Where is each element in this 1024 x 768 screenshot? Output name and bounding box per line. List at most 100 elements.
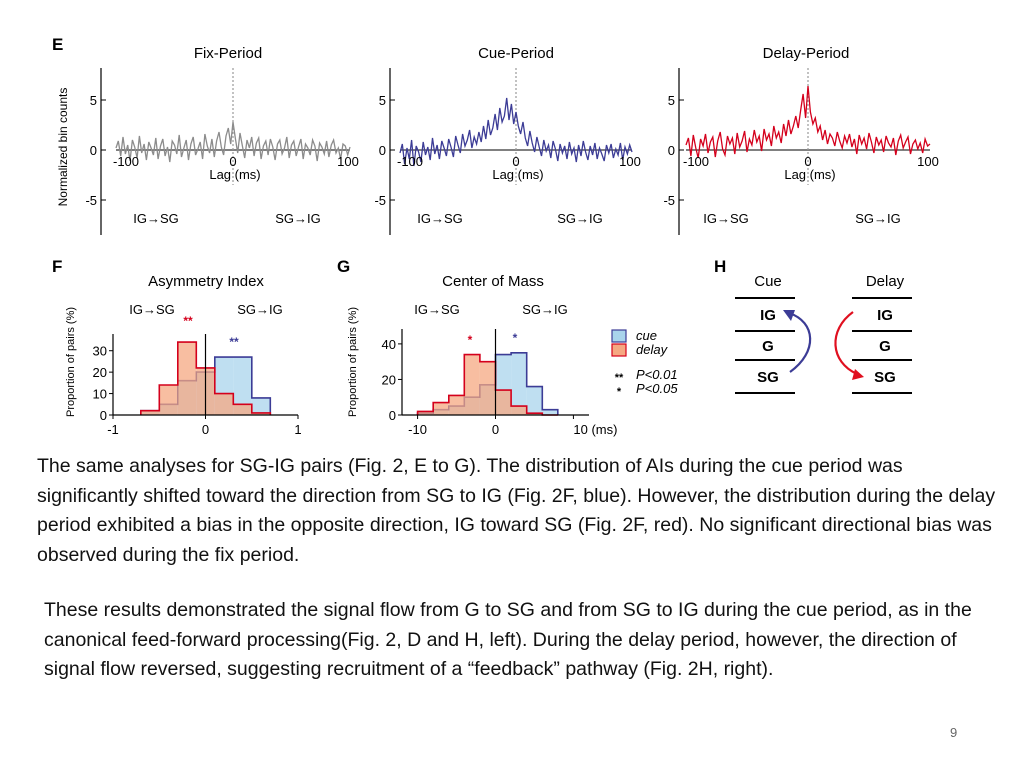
legend-p005-mark: * — [617, 386, 622, 398]
delay-period-series-line — [685, 85, 931, 159]
panel-f-dir-right: SG→IG — [237, 302, 283, 317]
center-of-mass-delay-bar — [526, 413, 543, 415]
panel-h-cue-sg: SG — [757, 369, 779, 386]
panel-h-delay-arrow — [834, 311, 858, 376]
center-of-mass-y-tick-label: 0 — [389, 408, 396, 423]
fix-period-y-tick-label: 5 — [90, 93, 97, 108]
center-of-mass-delay-bar — [495, 390, 512, 415]
asymmetry-index-delay-series — [140, 341, 272, 415]
asymmetry-index-y-tick-label: 0 — [100, 408, 107, 423]
delay-period-title: Delay-Period — [763, 45, 850, 62]
panel-h-delay-arrowhead — [852, 369, 864, 380]
asymmetry-index-delay-bar — [233, 404, 252, 415]
legend-cue-label: cue — [636, 328, 657, 343]
center-of-mass-cue-bar — [526, 386, 543, 415]
fix-period-direction-left: IG→SG — [133, 211, 179, 226]
asymmetry-index-y-tick-label: 30 — [93, 344, 107, 359]
cue-period-x-tick-label: -100 — [397, 154, 423, 169]
panel-f-ylabel: Proportion of pairs (%) — [65, 307, 77, 417]
fix-period-title: Fix-Period — [194, 45, 262, 62]
panel-g-sig-red: * — [468, 333, 473, 347]
asymmetry-index-x-tick-label: 1 — [294, 422, 301, 437]
asymmetry-index-delay-bar — [214, 393, 234, 415]
asymmetry-index-cue-bar — [251, 397, 271, 415]
asymmetry-index-x-tick-label: 0 — [202, 422, 209, 437]
panel-h-delay-ig: IG — [877, 307, 893, 324]
asymmetry-index-y-tick-label: 10 — [93, 387, 107, 402]
cue-period-title: Cue-Period — [478, 45, 554, 62]
fix-period-y-tick-label: -5 — [85, 193, 97, 208]
cue-period-x-label: Lag (ms) — [492, 167, 543, 182]
panel-f-sig-red: ** — [183, 314, 193, 328]
panel-h-delay-layer-lines — [852, 297, 912, 394]
panel-g-sig-blue: * — [513, 331, 518, 345]
fix-period-y-tick-label: 0 — [90, 143, 97, 158]
cue-period-direction-left: IG→SG — [417, 211, 463, 226]
center-of-mass-cue-bar — [542, 409, 558, 415]
fix-period-direction-right: SG→IG — [275, 211, 321, 226]
panel-f-dir-left: IG→SG — [129, 302, 175, 317]
asymmetry-index-cue-bar — [233, 357, 252, 415]
delay-period-x-tick-label: -100 — [683, 154, 709, 169]
legend: cue delay ** P<0.01 * P<0.05 — [611, 328, 678, 398]
center-of-mass-delay-bar — [433, 402, 449, 415]
cue-period-x-tick-label: 100 — [619, 154, 641, 169]
asymmetry-index-delay-bar — [140, 410, 160, 415]
panel-h-cue-arrowhead — [783, 310, 795, 321]
panel-h-cue-ig: IG — [760, 307, 776, 324]
legend-delay-label: delay — [636, 342, 669, 357]
center-of-mass-delay-bar — [448, 395, 465, 415]
delay-period-y-tick-label: -5 — [663, 193, 675, 208]
legend-p001-mark: ** — [615, 372, 624, 384]
center-of-mass-y-tick-label: 40 — [382, 337, 396, 352]
page-number: 9 — [950, 725, 958, 740]
cue-period-chart: Cue-Period 5 0 -5 -100 0 100 Lag (ms) IG→SG SG→IG — [374, 45, 641, 235]
fix-period-x-tick-label: -100 — [113, 154, 139, 169]
panel-h-delay-g: G — [879, 338, 891, 355]
panel-f-letter: F — [52, 257, 62, 276]
delay-period-direction-right: SG→IG — [855, 211, 901, 226]
cue-period-series-line — [399, 97, 633, 167]
paragraph-2: These results demonstrated the signal fl… — [44, 599, 972, 680]
line-charts: Fix-Period 5 0 -5 -100 0 100 Lag (ms) IG→SG SG→IG… — [85, 45, 939, 235]
paragraph-1: The same analyses for SG-IG pairs (Fig. … — [37, 455, 996, 566]
fix-period-x-tick-label: 0 — [229, 154, 236, 169]
center-of-mass-x-tick-label: 10 (ms) — [573, 422, 617, 437]
panel-g-dir-left: IG→SG — [414, 302, 460, 317]
fix-period-x-label: Lag (ms) — [209, 167, 260, 182]
panel-g-letter: G — [337, 257, 350, 276]
cue-period-y-tick-label: 5 — [379, 93, 386, 108]
panel-h-cue-g: G — [762, 338, 774, 355]
panel-h-cue-arrow — [788, 311, 812, 373]
panel-h-letter: H — [714, 257, 726, 276]
center-of-mass-histogram: 40 20 0 -10 0 10 (ms) — [382, 329, 617, 437]
panel-f-title: Asymmetry Index — [148, 273, 264, 290]
panel-g-title: Center of Mass — [442, 273, 544, 290]
cue-period-y-tick-label: -5 — [374, 193, 386, 208]
center-of-mass-x-tick-label: -10 — [408, 422, 427, 437]
delay-period-chart: Delay-Period 5 0 -5 -100 0 100 Lag (ms) IG→SG SG→… — [663, 45, 939, 235]
center-of-mass-cue-bar — [511, 352, 527, 415]
panel-g-dir-right: SG→IG — [522, 302, 568, 317]
asymmetry-index-y-tick-label: 20 — [93, 365, 107, 380]
asymmetry-index-delay-bar — [251, 412, 271, 415]
legend-cue-swatch — [611, 329, 627, 343]
panel-h-delay-title: Delay — [866, 273, 905, 290]
center-of-mass-y-tick-label: 20 — [382, 372, 396, 387]
center-of-mass-delay-bar — [417, 411, 434, 415]
center-of-mass-delay-bar — [479, 361, 496, 415]
center-of-mass-delay-series — [416, 353, 558, 416]
fix-period-chart: Fix-Period 5 0 -5 -100 0 100 Lag (ms) IG→SG SG→IG — [85, 45, 359, 235]
fix-period-series-line — [115, 121, 351, 163]
cue-period-direction-right: SG→IG — [557, 211, 603, 226]
center-of-mass-delay-bar — [464, 354, 480, 415]
center-of-mass-delay-bar — [511, 406, 527, 415]
panel-e-letter: E — [52, 35, 63, 54]
asymmetry-index-delay-bar — [177, 342, 197, 415]
legend-delay-swatch — [611, 343, 627, 357]
center-of-mass-delay-outline — [416, 353, 558, 416]
fix-period-x-tick-label: 100 — [337, 154, 359, 169]
panel-g-ylabel: Proportion of pairs (%) — [347, 307, 359, 417]
delay-period-y-tick-label: 5 — [668, 93, 675, 108]
